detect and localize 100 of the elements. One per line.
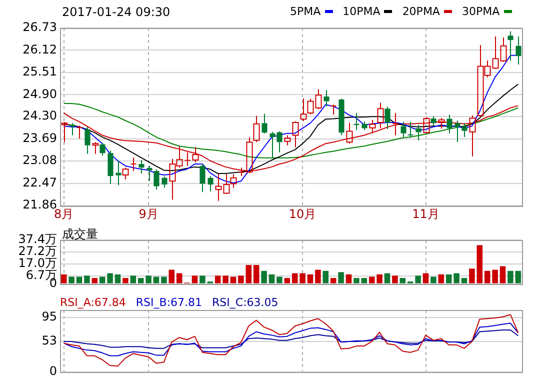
candlestick xyxy=(130,156,137,172)
text: RSI_C:63.05 xyxy=(212,296,278,309)
bar xyxy=(392,276,398,284)
bar xyxy=(214,276,221,284)
bar xyxy=(330,278,336,284)
bar xyxy=(192,276,198,284)
bar xyxy=(300,273,306,284)
candlestick xyxy=(400,121,406,138)
bar xyxy=(284,278,290,284)
bar xyxy=(376,274,382,284)
bar xyxy=(446,274,452,284)
candlestick xyxy=(76,125,83,139)
x-tick-label: 9月 xyxy=(138,206,158,221)
text: RSI_B:67.81 xyxy=(136,296,202,309)
y-tick-label: 24.90 xyxy=(22,86,57,101)
candlestick xyxy=(208,176,214,192)
candlestick xyxy=(469,115,476,157)
bar xyxy=(354,278,360,284)
candlestick xyxy=(84,126,90,154)
bar xyxy=(60,274,67,284)
candlestick xyxy=(292,120,299,148)
candlestick xyxy=(100,142,106,156)
candlestick xyxy=(108,150,114,184)
candlestick xyxy=(253,115,260,143)
legend-label: 20PMA xyxy=(402,5,440,18)
y-tick-label: 23.69 xyxy=(22,130,57,145)
y-tick-label: 53 xyxy=(42,334,57,348)
bar xyxy=(122,278,128,284)
bar xyxy=(461,278,468,284)
candlestick xyxy=(369,119,376,134)
candlestick xyxy=(324,89,330,107)
bar xyxy=(469,268,475,284)
bar xyxy=(176,273,182,284)
candlestick xyxy=(230,174,237,188)
bar xyxy=(454,273,460,284)
bar xyxy=(384,273,390,284)
bar xyxy=(230,276,236,284)
chart-title: 2017-01-24 09:30 xyxy=(62,5,170,19)
candlestick xyxy=(146,165,152,182)
candlestick xyxy=(262,113,268,133)
bar xyxy=(368,276,375,284)
bar xyxy=(161,276,167,284)
y-tick-label: 27.2万 xyxy=(18,244,57,258)
y-tick-label: 22.47 xyxy=(22,175,57,190)
bar xyxy=(476,245,483,284)
bar xyxy=(292,273,298,284)
candlestick xyxy=(154,168,160,190)
candlestick xyxy=(384,106,390,130)
bar xyxy=(253,265,260,284)
bar xyxy=(492,270,498,284)
candlestick xyxy=(300,98,307,122)
candlestick xyxy=(354,112,360,131)
bar xyxy=(246,265,252,284)
bar xyxy=(200,276,206,284)
y-tick-label: 24.30 xyxy=(22,108,57,123)
bar xyxy=(76,276,82,284)
bar xyxy=(153,276,160,284)
legend-label: 10PMA xyxy=(342,5,380,18)
candlestick xyxy=(508,30,514,61)
candlestick xyxy=(446,114,452,134)
bar xyxy=(168,270,175,284)
bar xyxy=(484,270,490,284)
bar xyxy=(438,274,444,284)
x-tick-label: 10月 xyxy=(288,206,316,221)
bar xyxy=(338,272,344,284)
candlestick xyxy=(70,122,76,136)
candlestick xyxy=(330,104,337,116)
bar xyxy=(261,270,267,284)
candlestick xyxy=(116,160,122,186)
bar xyxy=(515,270,522,284)
bar xyxy=(315,270,321,284)
bar xyxy=(322,270,329,284)
bar xyxy=(508,270,514,284)
candlestick xyxy=(338,99,344,136)
bar xyxy=(346,274,352,284)
bar xyxy=(107,273,113,284)
bar xyxy=(92,278,98,284)
bar xyxy=(422,273,429,284)
candlestick xyxy=(200,164,206,193)
x-tick-label: 8月 xyxy=(54,206,74,221)
candlestick xyxy=(61,122,68,143)
bar xyxy=(138,278,144,284)
candlestick xyxy=(138,160,144,174)
y-tick-label: 23.08 xyxy=(22,153,57,168)
bar xyxy=(415,276,421,284)
legend-label: 5PMA xyxy=(290,5,321,18)
bar xyxy=(114,274,121,284)
candlestick xyxy=(462,122,468,138)
y-tick-label: 0 xyxy=(49,364,57,378)
y-tick-label: 37.4万 xyxy=(18,232,57,246)
bar xyxy=(276,276,282,284)
bar xyxy=(146,276,152,284)
bar xyxy=(307,274,314,284)
chart-title: 成交量 xyxy=(62,226,98,243)
bar xyxy=(268,274,275,284)
bar xyxy=(238,276,244,284)
x-tick-label: 11月 xyxy=(412,206,440,221)
y-tick-label: 26.12 xyxy=(22,42,57,56)
bar xyxy=(500,266,506,284)
bar xyxy=(361,278,368,284)
